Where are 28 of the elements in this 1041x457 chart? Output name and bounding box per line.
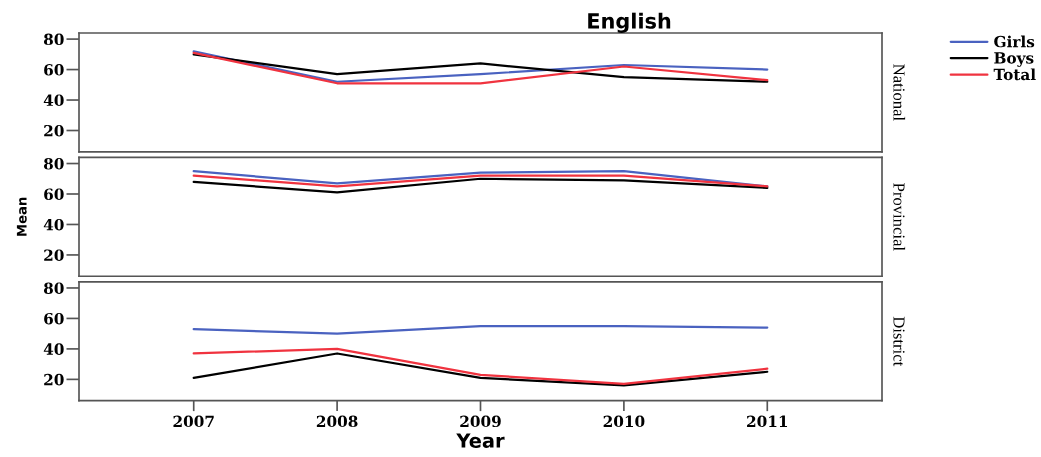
y-tick-label: 40: [43, 343, 64, 355]
x-tick-label: 2009: [460, 415, 501, 428]
x-axis-title: Year: [456, 433, 505, 448]
y-tick-label: 40: [43, 94, 64, 107]
line-series: [192, 177, 769, 194]
x-tick-label: 2011: [747, 415, 788, 428]
legend-label: Boys: [994, 52, 1034, 67]
y-tick-label: 60: [44, 312, 64, 325]
x-tick-label: 2008: [316, 415, 358, 428]
y-tick-label: 20: [44, 373, 64, 386]
x-tick-label: 2010: [603, 415, 645, 428]
legend-label: Total: [993, 68, 1036, 81]
y-tick-label: 60: [44, 64, 64, 76]
text: Provincial: [893, 183, 906, 251]
y-tick-label: 80: [43, 282, 64, 294]
y-tick-label: 80: [43, 33, 64, 46]
line-series: [192, 324, 769, 335]
y-tick-label: 20: [44, 249, 64, 261]
y-axis-title: Mean: [16, 197, 27, 236]
chart-title: English: [588, 12, 671, 33]
x-tick-label: 2007: [173, 415, 214, 428]
legend-label: Girls: [994, 35, 1035, 48]
y-tick-label: 60: [44, 188, 64, 201]
y-tick-label: 40: [43, 218, 64, 231]
text: District: [893, 316, 905, 367]
text: National: [893, 64, 906, 121]
y-tick-label: 80: [43, 157, 64, 170]
y-tick-label: 20: [44, 124, 64, 137]
